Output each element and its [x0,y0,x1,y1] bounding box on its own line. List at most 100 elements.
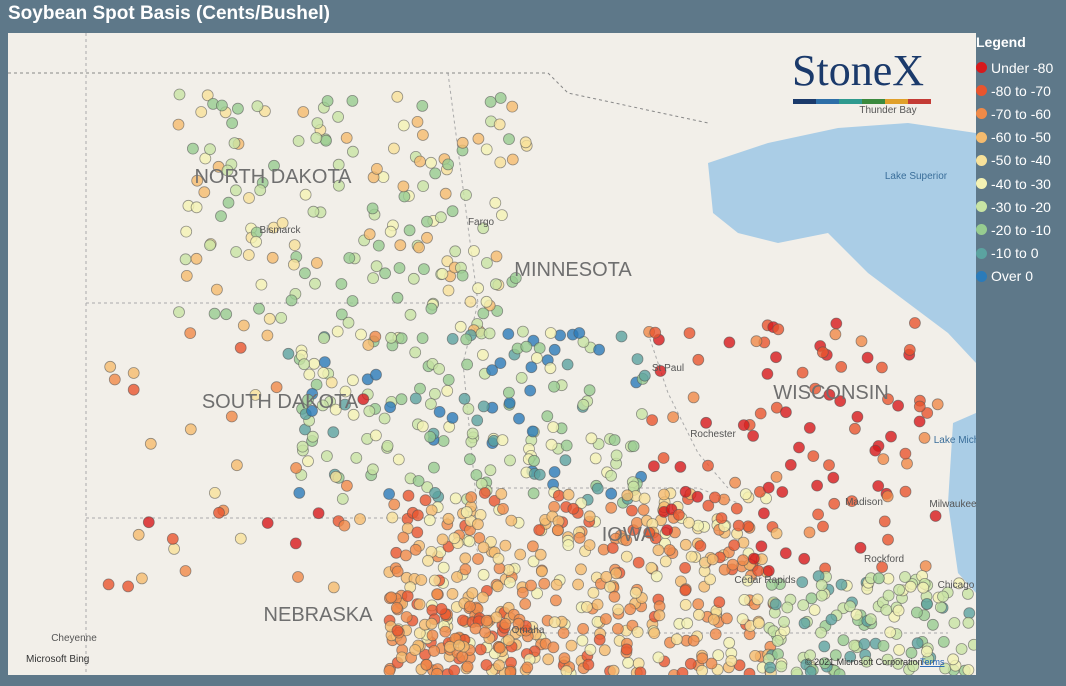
legend-label: -10 to 0 [991,245,1039,262]
price-point [385,331,398,344]
price-point [460,333,473,346]
price-point [367,272,380,285]
legend-label: Under -80 [991,59,1054,76]
price-point [195,106,208,118]
price-point [342,316,355,329]
legend-item[interactable]: -50 to -40 [976,149,1066,172]
price-point [220,308,233,321]
legend-item[interactable]: -20 to -10 [976,218,1066,241]
legend-item[interactable]: -10 to 0 [976,242,1066,265]
price-point [479,626,492,639]
legend-item[interactable]: Under -80 [976,56,1066,79]
price-point [514,548,527,561]
price-point [237,319,250,332]
price-point [327,581,340,594]
price-point [395,393,408,406]
price-point [732,519,745,532]
price-point [476,348,489,361]
price-point [561,358,574,371]
price-point [335,278,348,290]
price-point [426,629,439,642]
price-point [297,106,310,118]
price-point [728,539,740,552]
price-point [249,388,262,401]
price-point [425,156,437,169]
price-point [918,431,931,444]
price-point [425,504,438,517]
price-point [737,419,750,432]
price-point [904,580,917,593]
price-point [384,401,397,414]
price-point [388,498,401,511]
border [8,72,709,124]
price-point [624,603,636,616]
price-point [463,600,476,613]
price-point [520,340,533,353]
price-point [615,330,628,343]
price-point [180,269,193,282]
price-point [465,491,478,504]
title: Soybean Spot Basis (Cents/Bushel) [8,3,331,24]
price-point [849,422,861,435]
price-point [577,398,590,411]
price-point [491,580,504,593]
legend-title: Legend [976,34,1026,50]
legend-item[interactable]: Over 0 [976,265,1066,288]
price-point [712,649,725,661]
price-point [627,440,640,453]
price-point [591,482,604,495]
price-point [899,447,912,460]
price-point [132,528,145,541]
price-point [715,512,728,525]
legend-item[interactable]: -60 to -50 [976,126,1066,149]
price-point [577,623,589,635]
price-point [366,463,379,476]
price-point [581,601,593,613]
price-point [846,495,858,508]
price-point [917,581,930,594]
price-point [646,414,658,427]
price-point [433,362,446,375]
price-point [350,451,363,464]
price-point [648,627,661,639]
price-point [495,209,508,222]
price-point [407,272,420,285]
price-point [424,430,437,443]
price-point [533,468,546,481]
price-point [190,252,203,265]
price-point [676,667,689,675]
price-point [417,180,430,193]
price-point [309,277,321,290]
price-point [835,578,848,591]
legend-item[interactable]: -80 to -70 [976,79,1066,102]
price-point [621,489,634,502]
legend-item[interactable]: -40 to -30 [976,172,1066,195]
price-point [483,327,496,340]
price-point [369,330,382,343]
price-point [346,95,359,107]
legend-label: -70 to -60 [991,105,1051,122]
water-label: Lake Michigan [934,435,976,446]
price-point [892,604,905,617]
price-point [658,488,670,501]
price-point [401,590,414,602]
price-point [747,429,759,442]
price-point [737,554,749,567]
price-point [477,541,490,554]
terms-link[interactable]: Terms [920,657,945,667]
price-point [451,571,463,583]
price-point [446,411,459,424]
price-point [700,416,712,429]
price-point [515,371,528,384]
price-point [404,308,417,321]
price-point [503,396,516,409]
legend-item[interactable]: -30 to -20 [976,195,1066,218]
legend-item[interactable]: -70 to -60 [976,102,1066,125]
price-point [551,524,564,537]
price-point [967,638,976,651]
price-point [674,460,687,473]
price-point [458,392,471,405]
price-point [420,658,433,671]
price-point [861,351,874,364]
price-point [486,364,499,377]
